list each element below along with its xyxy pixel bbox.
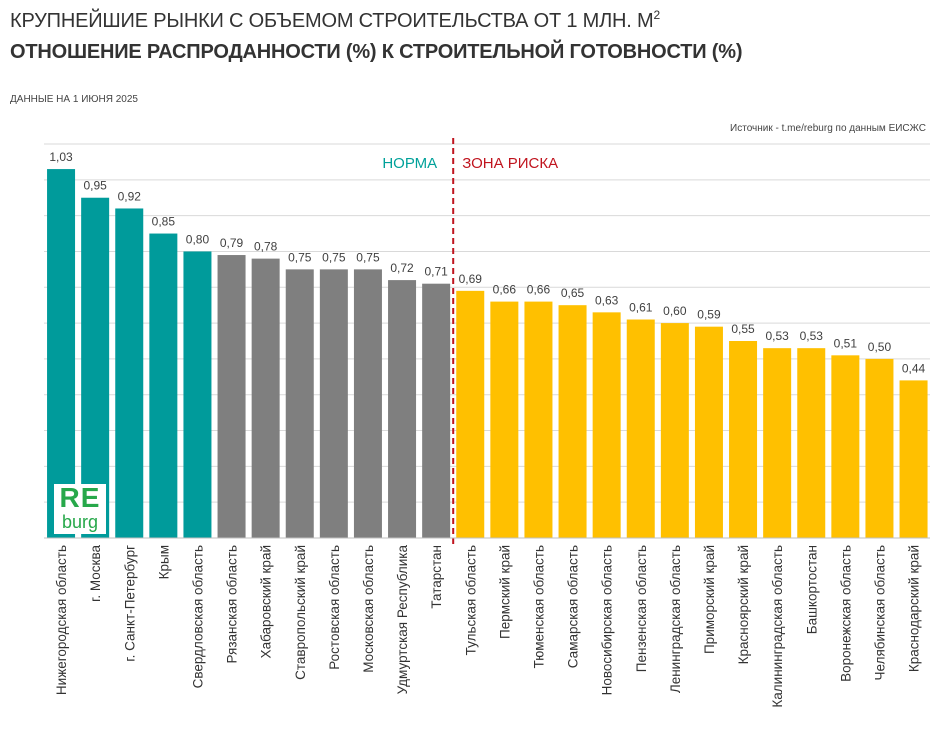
category-label: Приморский край — [702, 545, 717, 654]
value-label: 0,65 — [561, 286, 585, 300]
bar — [797, 348, 826, 538]
bar — [47, 169, 76, 538]
value-label: 0,66 — [493, 283, 517, 297]
bar — [729, 341, 758, 538]
bar — [524, 301, 553, 538]
value-label: 0,66 — [527, 283, 551, 297]
bar — [763, 348, 792, 538]
category-label: Пермский край — [497, 545, 512, 639]
value-label: 0,60 — [663, 304, 687, 318]
category-label: Воронежская область — [838, 545, 853, 682]
category-label: Рязанская область — [225, 545, 240, 664]
category-label: Татарстан — [429, 545, 444, 609]
value-label: 0,51 — [834, 336, 858, 350]
value-label: 0,59 — [697, 308, 721, 322]
bar — [899, 380, 928, 538]
norma-label: НОРМА — [382, 155, 437, 172]
category-label: г. Санкт-Петербург — [122, 545, 137, 662]
value-label: 0,78 — [254, 240, 278, 254]
bar — [865, 358, 894, 538]
bar — [558, 305, 587, 538]
bar — [626, 319, 655, 538]
category-label: Тюменская область — [531, 545, 546, 668]
category-label: Московская область — [361, 545, 376, 673]
bar — [422, 283, 451, 538]
value-label: 0,79 — [220, 236, 244, 250]
bar — [115, 208, 144, 539]
value-label: 0,75 — [356, 250, 380, 264]
value-label: 0,69 — [459, 272, 483, 286]
bar — [353, 269, 382, 538]
logo-burg-text: burg — [61, 512, 99, 532]
value-label: 0,80 — [186, 232, 210, 246]
value-label: 0,53 — [800, 329, 824, 343]
value-label: 0,72 — [390, 261, 414, 275]
category-label: Башкортостан — [804, 545, 819, 634]
bar — [81, 197, 110, 538]
bar — [660, 323, 689, 538]
bar — [217, 255, 246, 538]
category-label: Челябинская область — [872, 545, 887, 680]
category-label: Удмуртская Республика — [395, 545, 410, 695]
value-label: 0,44 — [902, 361, 926, 375]
value-label: 0,71 — [424, 265, 448, 279]
bar — [251, 258, 280, 538]
category-label: Краснодарский край — [907, 545, 922, 672]
value-label: 0,75 — [288, 250, 312, 264]
value-label: 0,53 — [765, 329, 789, 343]
category-label: Ленинградская область — [668, 545, 683, 693]
bar — [490, 301, 519, 538]
category-label: Хабаровский край — [259, 545, 274, 658]
bar — [694, 326, 723, 538]
reburg-logo: RE burg — [54, 484, 106, 534]
category-label: Крым — [156, 545, 171, 579]
value-label: 0,63 — [595, 293, 619, 307]
category-label: Нижегородская область — [54, 545, 69, 695]
value-label: 0,92 — [118, 189, 142, 203]
source-note: Источник - t.me/reburg по данным ЕИСЖС — [730, 123, 926, 134]
bar — [319, 269, 348, 538]
bar — [285, 269, 314, 538]
category-label: Ростовская область — [327, 545, 342, 670]
category-label: Калининградская область — [770, 545, 785, 708]
bar — [831, 355, 860, 538]
category-label: Ставропольский край — [293, 545, 308, 680]
bar — [592, 312, 621, 538]
chart-title-line1: КРУПНЕЙШИЕ РЫНКИ С ОБЪЕМОМ СТРОИТЕЛЬСТВА… — [10, 8, 660, 32]
value-label: 0,75 — [322, 250, 346, 264]
title-superscript: 2 — [653, 8, 660, 22]
value-label: 0,85 — [152, 215, 176, 229]
bar — [149, 233, 178, 538]
value-label: 1,03 — [49, 150, 73, 164]
value-label: 0,55 — [731, 322, 755, 336]
category-label: Красноярский край — [736, 545, 751, 664]
category-label: г. Москва — [88, 545, 103, 602]
value-label: 0,95 — [83, 179, 107, 193]
bar — [183, 251, 212, 539]
category-label: Пензенская область — [634, 545, 649, 672]
category-label: Свердловская область — [190, 545, 205, 688]
data-date: ДАННЫЕ НА 1 ИЮНЯ 2025 — [10, 94, 138, 105]
category-label: Самарская область — [566, 545, 581, 668]
category-label: Тульская область — [463, 545, 478, 655]
value-label: 0,50 — [868, 340, 892, 354]
chart-title-line2: ОТНОШЕНИЕ РАСПРОДАННОСТИ (%) К СТРОИТЕЛЬ… — [10, 41, 743, 63]
logo-re-text: RE — [59, 482, 101, 513]
bar — [388, 280, 417, 538]
value-label: 0,61 — [629, 301, 653, 315]
category-label: Новосибирская область — [600, 545, 615, 695]
risk-zone-label: ЗОНА РИСКА — [462, 155, 558, 172]
bar — [456, 290, 485, 538]
